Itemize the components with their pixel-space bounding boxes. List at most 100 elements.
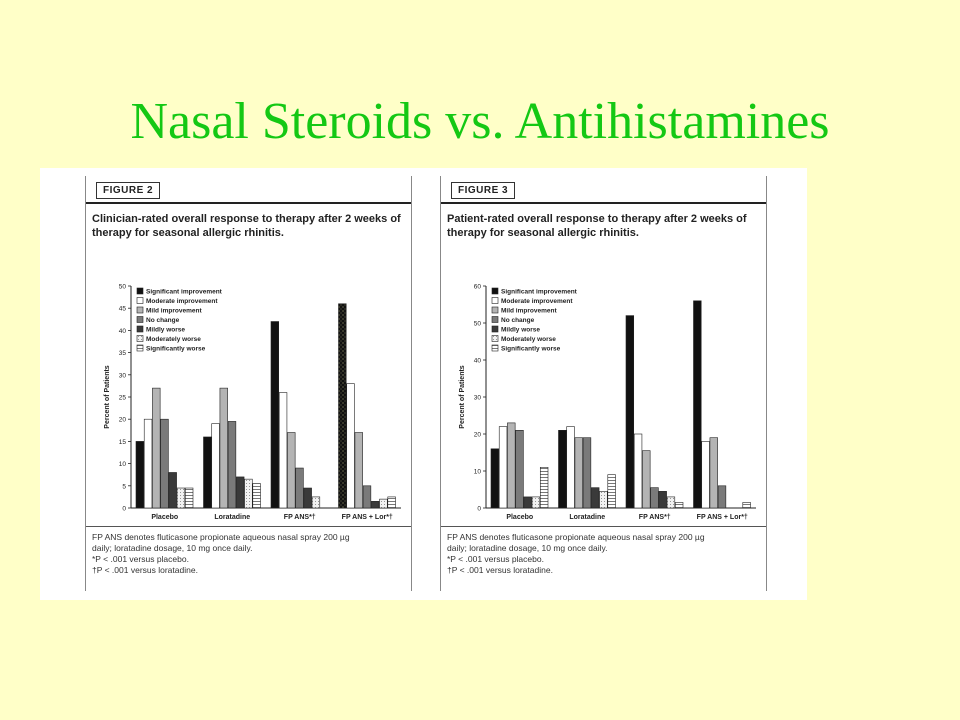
bar: [211, 423, 220, 509]
y-tick-label: 20: [119, 417, 127, 424]
legend-label: Significant improvement: [146, 289, 223, 296]
bar: [574, 437, 583, 509]
bar: [523, 496, 532, 509]
bar: [346, 383, 355, 509]
bar: [143, 418, 153, 509]
figure-2-footnote: †P < .001 versus loratadine.: [92, 565, 198, 575]
bar: [152, 387, 161, 509]
x-category-label: Placebo: [151, 514, 178, 521]
y-tick-label: 5: [122, 483, 126, 490]
bar: [742, 502, 751, 509]
legend-swatch: [491, 335, 499, 342]
bar: [270, 321, 280, 509]
y-tick-label: 35: [119, 350, 127, 357]
bar: [371, 501, 380, 509]
legend-swatch: [136, 335, 144, 342]
y-tick-label: 50: [474, 321, 482, 328]
bar: [591, 487, 600, 509]
figure-2-footnotes: FP ANS denotes fluticasone propionate aq…: [92, 532, 405, 576]
y-tick-label: 0: [122, 506, 126, 513]
bar: [160, 418, 169, 509]
legend-label: Mild improvement: [501, 308, 557, 315]
legend-swatch: [491, 344, 499, 352]
figure-3-top-rule: [441, 202, 766, 204]
bar: [717, 485, 727, 509]
x-category-label: Loratadine: [569, 514, 605, 521]
bar: [278, 392, 288, 509]
legend-label: Mildly worse: [146, 327, 185, 334]
figure-2-footnote: daily; loratadine dosage, 10 mg once dai…: [92, 543, 253, 553]
bar: [539, 467, 549, 509]
bar: [362, 485, 372, 509]
bar: [387, 496, 396, 509]
bar: [252, 483, 261, 509]
bar: [227, 421, 237, 509]
y-tick-label: 15: [119, 439, 127, 446]
legend-swatch: [491, 306, 499, 314]
figure-3-footnote: daily; loratadine dosage, 10 mg once dai…: [447, 543, 608, 553]
figure-3-chart: 0 10 20 30 40 50 60 Percent of Patients Placebo L…: [459, 284, 756, 521]
legend-label: Moderately worse: [501, 336, 556, 343]
bar: [311, 496, 321, 509]
bar: [338, 303, 347, 509]
bar: [658, 491, 667, 509]
x-category-label: Placebo: [506, 514, 533, 521]
scanned-figures: FIGURE 2 Clinician-rated overall respons…: [40, 168, 807, 600]
bar: [303, 487, 312, 509]
figure-2-tag: FIGURE 2: [96, 182, 161, 199]
bar: [515, 430, 524, 509]
figure-2-footnote: *P < .001 versus placebo.: [92, 554, 189, 564]
bar: [558, 430, 567, 509]
y-tick-label: 25: [119, 395, 127, 402]
legend-label: Significant improvement: [501, 289, 578, 296]
y-tick-label: 60: [474, 284, 482, 291]
y-tick-label: 30: [119, 372, 127, 379]
legend-label: Significantly worse: [501, 346, 561, 353]
y-tick-label: 30: [474, 395, 482, 402]
x-category-label: FP ANS*†: [284, 514, 316, 521]
figure-2-bottom-rule: [86, 526, 411, 527]
figure-2-panel: FIGURE 2 Clinician-rated overall respons…: [85, 176, 412, 591]
legend-swatch: [136, 316, 144, 323]
legend-label: Moderately worse: [146, 336, 201, 343]
y-tick-label: 45: [119, 306, 127, 313]
bar: [599, 491, 608, 509]
bar: [693, 300, 702, 509]
y-tick-label: 40: [474, 358, 482, 365]
legend-swatch: [491, 297, 499, 304]
bar: [184, 487, 194, 509]
figure-3-bottom-rule: [441, 526, 766, 527]
legend-label: Mild improvement: [146, 308, 202, 315]
y-tick-label: 40: [119, 328, 127, 335]
figure-3-footnote: *P < .001 versus placebo.: [447, 554, 544, 564]
bar: [168, 472, 177, 509]
figure-3-footnotes: FP ANS denotes fluticasone propionate aq…: [447, 532, 760, 576]
bar: [531, 496, 541, 509]
figure-2-footnote: FP ANS denotes fluticasone propionate aq…: [92, 532, 350, 542]
bar: [674, 502, 684, 509]
legend-swatch: [491, 325, 499, 333]
bar: [709, 437, 718, 509]
bar: [354, 432, 363, 509]
bar: [582, 437, 592, 509]
bar: [666, 496, 676, 509]
legend-label: Moderate improvement: [501, 298, 573, 305]
legend-swatch: [136, 297, 144, 304]
legend-swatch: [136, 344, 144, 352]
x-category-label: Loratadine: [214, 514, 250, 521]
legend-swatch: [136, 325, 144, 333]
y-tick-label: 10: [474, 469, 482, 476]
bar: [490, 448, 500, 509]
bar: [379, 498, 388, 509]
figure-3-footnote: †P < .001 versus loratadine.: [447, 565, 553, 575]
legend-label: Significantly worse: [146, 346, 206, 353]
x-category-label: FP ANS*†: [639, 514, 671, 521]
legend-swatch: [491, 316, 499, 323]
slide-title: Nasal Steroids vs. Antihistamines: [130, 93, 830, 150]
x-category-label: FP ANS + Lor*†: [697, 514, 748, 521]
bar: [566, 426, 575, 509]
bar: [625, 315, 635, 509]
bar: [176, 487, 186, 509]
y-tick-label: 10: [119, 461, 127, 468]
bar: [650, 487, 659, 509]
